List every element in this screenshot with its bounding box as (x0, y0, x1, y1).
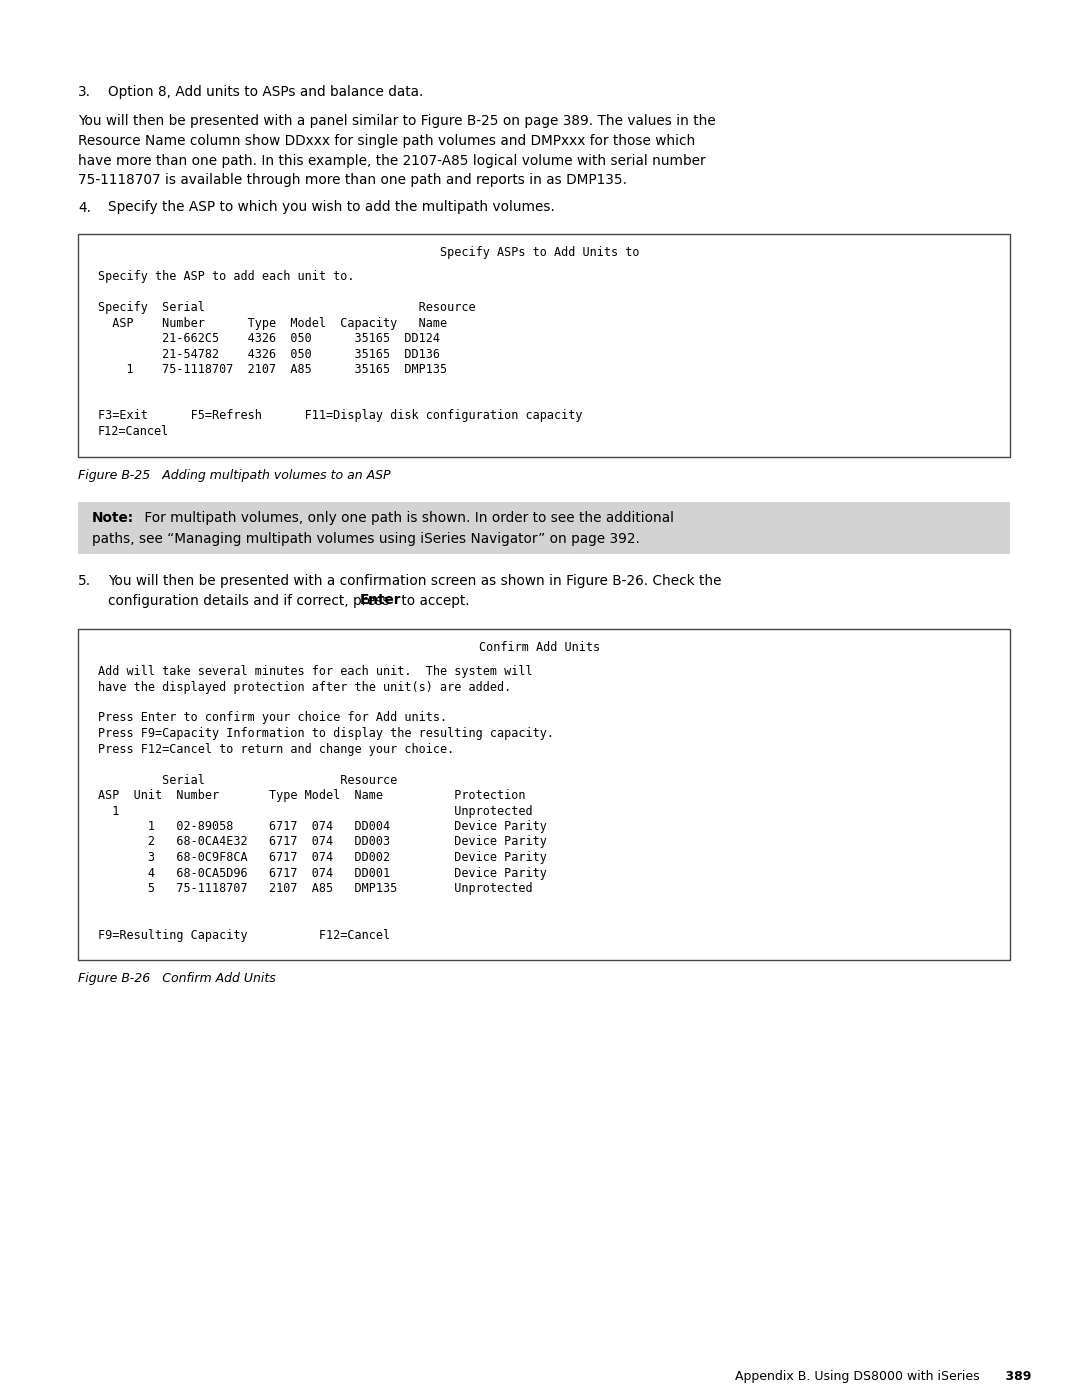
Text: Specify  Serial                              Resource: Specify Serial Resource (98, 300, 475, 314)
Text: 75-1118707 is available through more than one path and reports in as DMP135.: 75-1118707 is available through more tha… (78, 173, 627, 187)
Text: F12=Cancel: F12=Cancel (98, 425, 170, 439)
Text: Press F9=Capacity Information to display the resulting capacity.: Press F9=Capacity Information to display… (98, 726, 554, 740)
Text: 4.: 4. (78, 201, 91, 215)
Text: F3=Exit      F5=Refresh      F11=Display disk configuration capacity: F3=Exit F5=Refresh F11=Display disk conf… (98, 409, 582, 422)
Text: Press Enter to confirm your choice for Add units.: Press Enter to confirm your choice for A… (98, 711, 447, 725)
Text: 2   68-0CA4E32   6717  074   DD003         Device Parity: 2 68-0CA4E32 6717 074 DD003 Device Parit… (98, 835, 546, 848)
Text: 21-662C5    4326  050      35165  DD124: 21-662C5 4326 050 35165 DD124 (98, 332, 440, 345)
Text: 3.: 3. (78, 85, 91, 99)
Text: 389: 389 (988, 1370, 1031, 1383)
Text: Note:: Note: (92, 511, 134, 525)
Text: have the displayed protection after the unit(s) are added.: have the displayed protection after the … (98, 680, 511, 693)
Text: 1    75-1118707  2107  A85      35165  DMP135: 1 75-1118707 2107 A85 35165 DMP135 (98, 363, 447, 376)
Text: Press F12=Cancel to return and change your choice.: Press F12=Cancel to return and change yo… (98, 742, 455, 756)
Text: to accept.: to accept. (397, 594, 470, 608)
Text: Figure B-25   Adding multipath volumes to an ASP: Figure B-25 Adding multipath volumes to … (78, 468, 391, 482)
Text: Figure B-26   Confirm Add Units: Figure B-26 Confirm Add Units (78, 972, 275, 985)
Text: Confirm Add Units: Confirm Add Units (480, 641, 600, 654)
Text: 3   68-0C9F8CA   6717  074   DD002         Device Parity: 3 68-0C9F8CA 6717 074 DD002 Device Parit… (98, 851, 546, 863)
Text: Add will take several minutes for each unit.  The system will: Add will take several minutes for each u… (98, 665, 532, 678)
Text: Resource Name column show DDxxx for single path volumes and DMPxxx for those whi: Resource Name column show DDxxx for sing… (78, 134, 696, 148)
Text: Serial                   Resource: Serial Resource (98, 774, 397, 787)
Text: Appendix B. Using DS8000 with iSeries: Appendix B. Using DS8000 with iSeries (735, 1370, 980, 1383)
Bar (78, 235, 1010, 457)
Text: Specify ASPs to Add Units to: Specify ASPs to Add Units to (441, 246, 639, 258)
Text: You will then be presented with a confirmation screen as shown in Figure B-26. C: You will then be presented with a confir… (108, 574, 721, 588)
Text: For multipath volumes, only one path is shown. In order to see the additional: For multipath volumes, only one path is … (140, 511, 674, 525)
Bar (78, 629, 1010, 960)
Text: 5.: 5. (78, 574, 91, 588)
Text: Specify the ASP to add each unit to.: Specify the ASP to add each unit to. (98, 270, 354, 284)
Text: 1   02-89058     6717  074   DD004         Device Parity: 1 02-89058 6717 074 DD004 Device Parity (98, 820, 546, 833)
Text: You will then be presented with a panel similar to Figure B-25 on page 389. The : You will then be presented with a panel … (78, 115, 716, 129)
Text: F9=Resulting Capacity          F12=Cancel: F9=Resulting Capacity F12=Cancel (98, 929, 390, 942)
Bar (78, 502, 1010, 555)
Text: Enter: Enter (360, 594, 402, 608)
Text: ASP    Number      Type  Model  Capacity   Name: ASP Number Type Model Capacity Name (98, 317, 447, 330)
Text: paths, see “Managing multipath volumes using iSeries Navigator” on page 392.: paths, see “Managing multipath volumes u… (92, 531, 639, 545)
Text: configuration details and if correct, press: configuration details and if correct, pr… (108, 594, 394, 608)
Text: Specify the ASP to which you wish to add the multipath volumes.: Specify the ASP to which you wish to add… (108, 201, 555, 215)
Text: 1                                               Unprotected: 1 Unprotected (98, 805, 532, 817)
Text: Option 8, Add units to ASPs and balance data.: Option 8, Add units to ASPs and balance … (108, 85, 423, 99)
Text: ASP  Unit  Number       Type Model  Name          Protection: ASP Unit Number Type Model Name Protecti… (98, 789, 526, 802)
Text: 5   75-1118707   2107  A85   DMP135        Unprotected: 5 75-1118707 2107 A85 DMP135 Unprotected (98, 882, 532, 895)
Text: 21-54782    4326  050      35165  DD136: 21-54782 4326 050 35165 DD136 (98, 348, 440, 360)
Text: have more than one path. In this example, the 2107-A85 logical volume with seria: have more than one path. In this example… (78, 154, 705, 168)
Text: 4   68-0CA5D96   6717  074   DD001         Device Parity: 4 68-0CA5D96 6717 074 DD001 Device Parit… (98, 866, 546, 880)
